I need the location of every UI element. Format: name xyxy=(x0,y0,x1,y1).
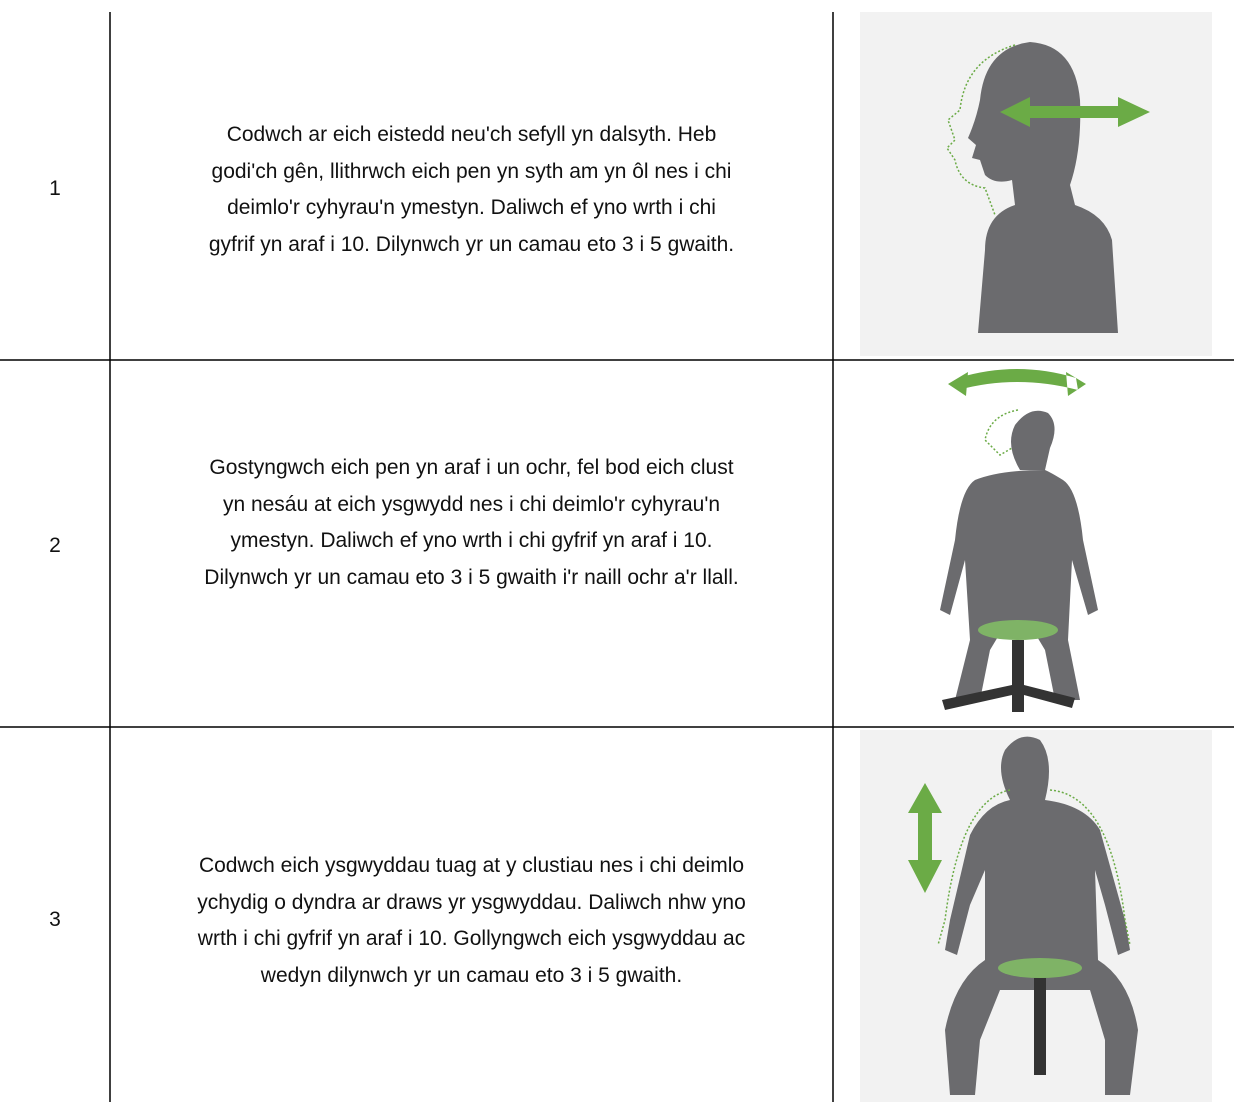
text-line: deimlo'r cyhyrau'n ymestyn. Daliwch ef y… xyxy=(227,196,716,220)
text-line: yn nesáu at eich ysgwydd nes i chi deiml… xyxy=(222,492,721,516)
row-number: 3 xyxy=(49,908,61,931)
text-line: Codwch ar eich eistedd neu'ch sefyll yn … xyxy=(226,123,717,146)
illustration-2 xyxy=(940,369,1098,712)
text-line: wrth i chi gyfrif yn araf i 10. Gollyngw… xyxy=(197,927,746,951)
row-number: 2 xyxy=(49,534,61,557)
text-line: Gostyngwch eich pen yn araf i un ochr, f… xyxy=(209,456,734,479)
instruction: Codwch eich ysgwyddau tuag at y clustiau… xyxy=(110,848,833,995)
text-line: gyfrif yn araf i 10. Dilynwch yr un cama… xyxy=(208,233,735,257)
illustration-3 xyxy=(860,730,1212,1102)
text-line: godi'ch gên, llithrwch eich pen yn syth … xyxy=(211,159,732,183)
text-line: wedyn dilynwch yr un camau eto 3 i 5 gwa… xyxy=(260,964,683,988)
text-line: ychydig o dyndra ar draws yr ysgwyddau. … xyxy=(197,890,746,914)
table-lines xyxy=(0,12,1234,1102)
text-line: Dilynwch yr un camau eto 3 i 5 gwaith i'… xyxy=(204,566,739,590)
instruction: Gostyngwch eich pen yn araf i un ochr, f… xyxy=(110,450,833,597)
row-number: 1 xyxy=(49,177,61,200)
text-line: ymestyn. Daliwch ef yno wrth i chi gyfri… xyxy=(230,529,713,553)
text-line: Codwch eich ysgwyddau tuag at y clustiau… xyxy=(198,854,745,877)
instruction: Codwch ar eich eistedd neu'ch sefyll yn … xyxy=(110,117,833,264)
illustration-1 xyxy=(860,12,1212,356)
